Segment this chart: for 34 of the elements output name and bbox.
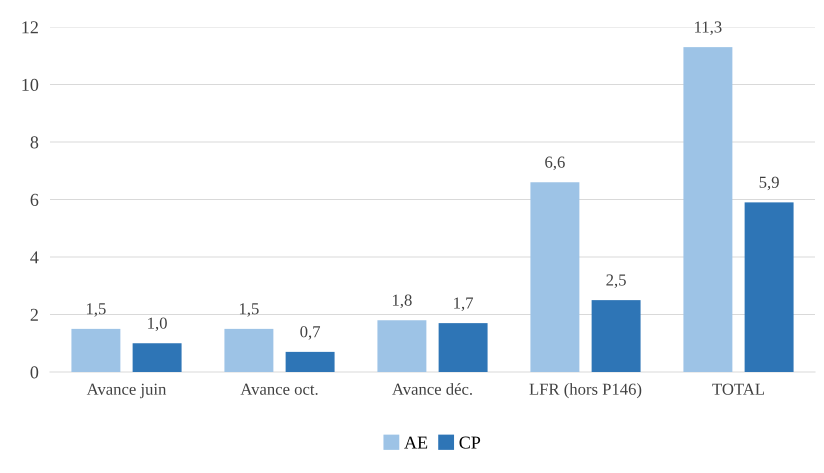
bar [377, 320, 426, 372]
y-tick-label: 12 [22, 21, 38, 34]
data-label: 1,7 [454, 297, 474, 312]
legend-label: AE [404, 436, 428, 449]
bar [592, 300, 641, 372]
bar [744, 202, 794, 372]
y-tick-label: 4 [30, 251, 39, 264]
x-tick-label: Avance oct. [240, 384, 318, 395]
x-tick-label: TOTAL [712, 384, 764, 395]
data-label: 1,8 [392, 294, 412, 308]
data-label: 1,5 [240, 303, 259, 317]
bar [132, 343, 182, 372]
data-label: 6,6 [545, 156, 565, 170]
data-label: 0,7 [300, 326, 320, 340]
bar [224, 328, 274, 372]
data-label: 2,5 [606, 274, 626, 288]
data-label: 1,0 [148, 318, 167, 332]
y-tick-label: 10 [22, 78, 38, 91]
y-tick-label: 0 [30, 366, 38, 378]
bar [438, 323, 488, 372]
y-tick-label: 6 [30, 194, 38, 206]
data-label: 5,9 [760, 176, 779, 190]
bar [286, 352, 335, 372]
y-tick-label: 2 [30, 308, 38, 321]
y-tick-label: 8 [30, 136, 38, 148]
x-tick-label: Avance juin [86, 384, 166, 398]
bar [683, 47, 732, 372]
data-label: 1,5 [86, 303, 106, 317]
bar [530, 182, 580, 372]
data-label: 11,3 [695, 21, 722, 36]
x-tick-label: LFR (hors P146) [529, 383, 642, 398]
bar [71, 328, 120, 372]
x-tick-label: Avance déc. [392, 383, 472, 395]
legend-label: CP [460, 436, 480, 449]
